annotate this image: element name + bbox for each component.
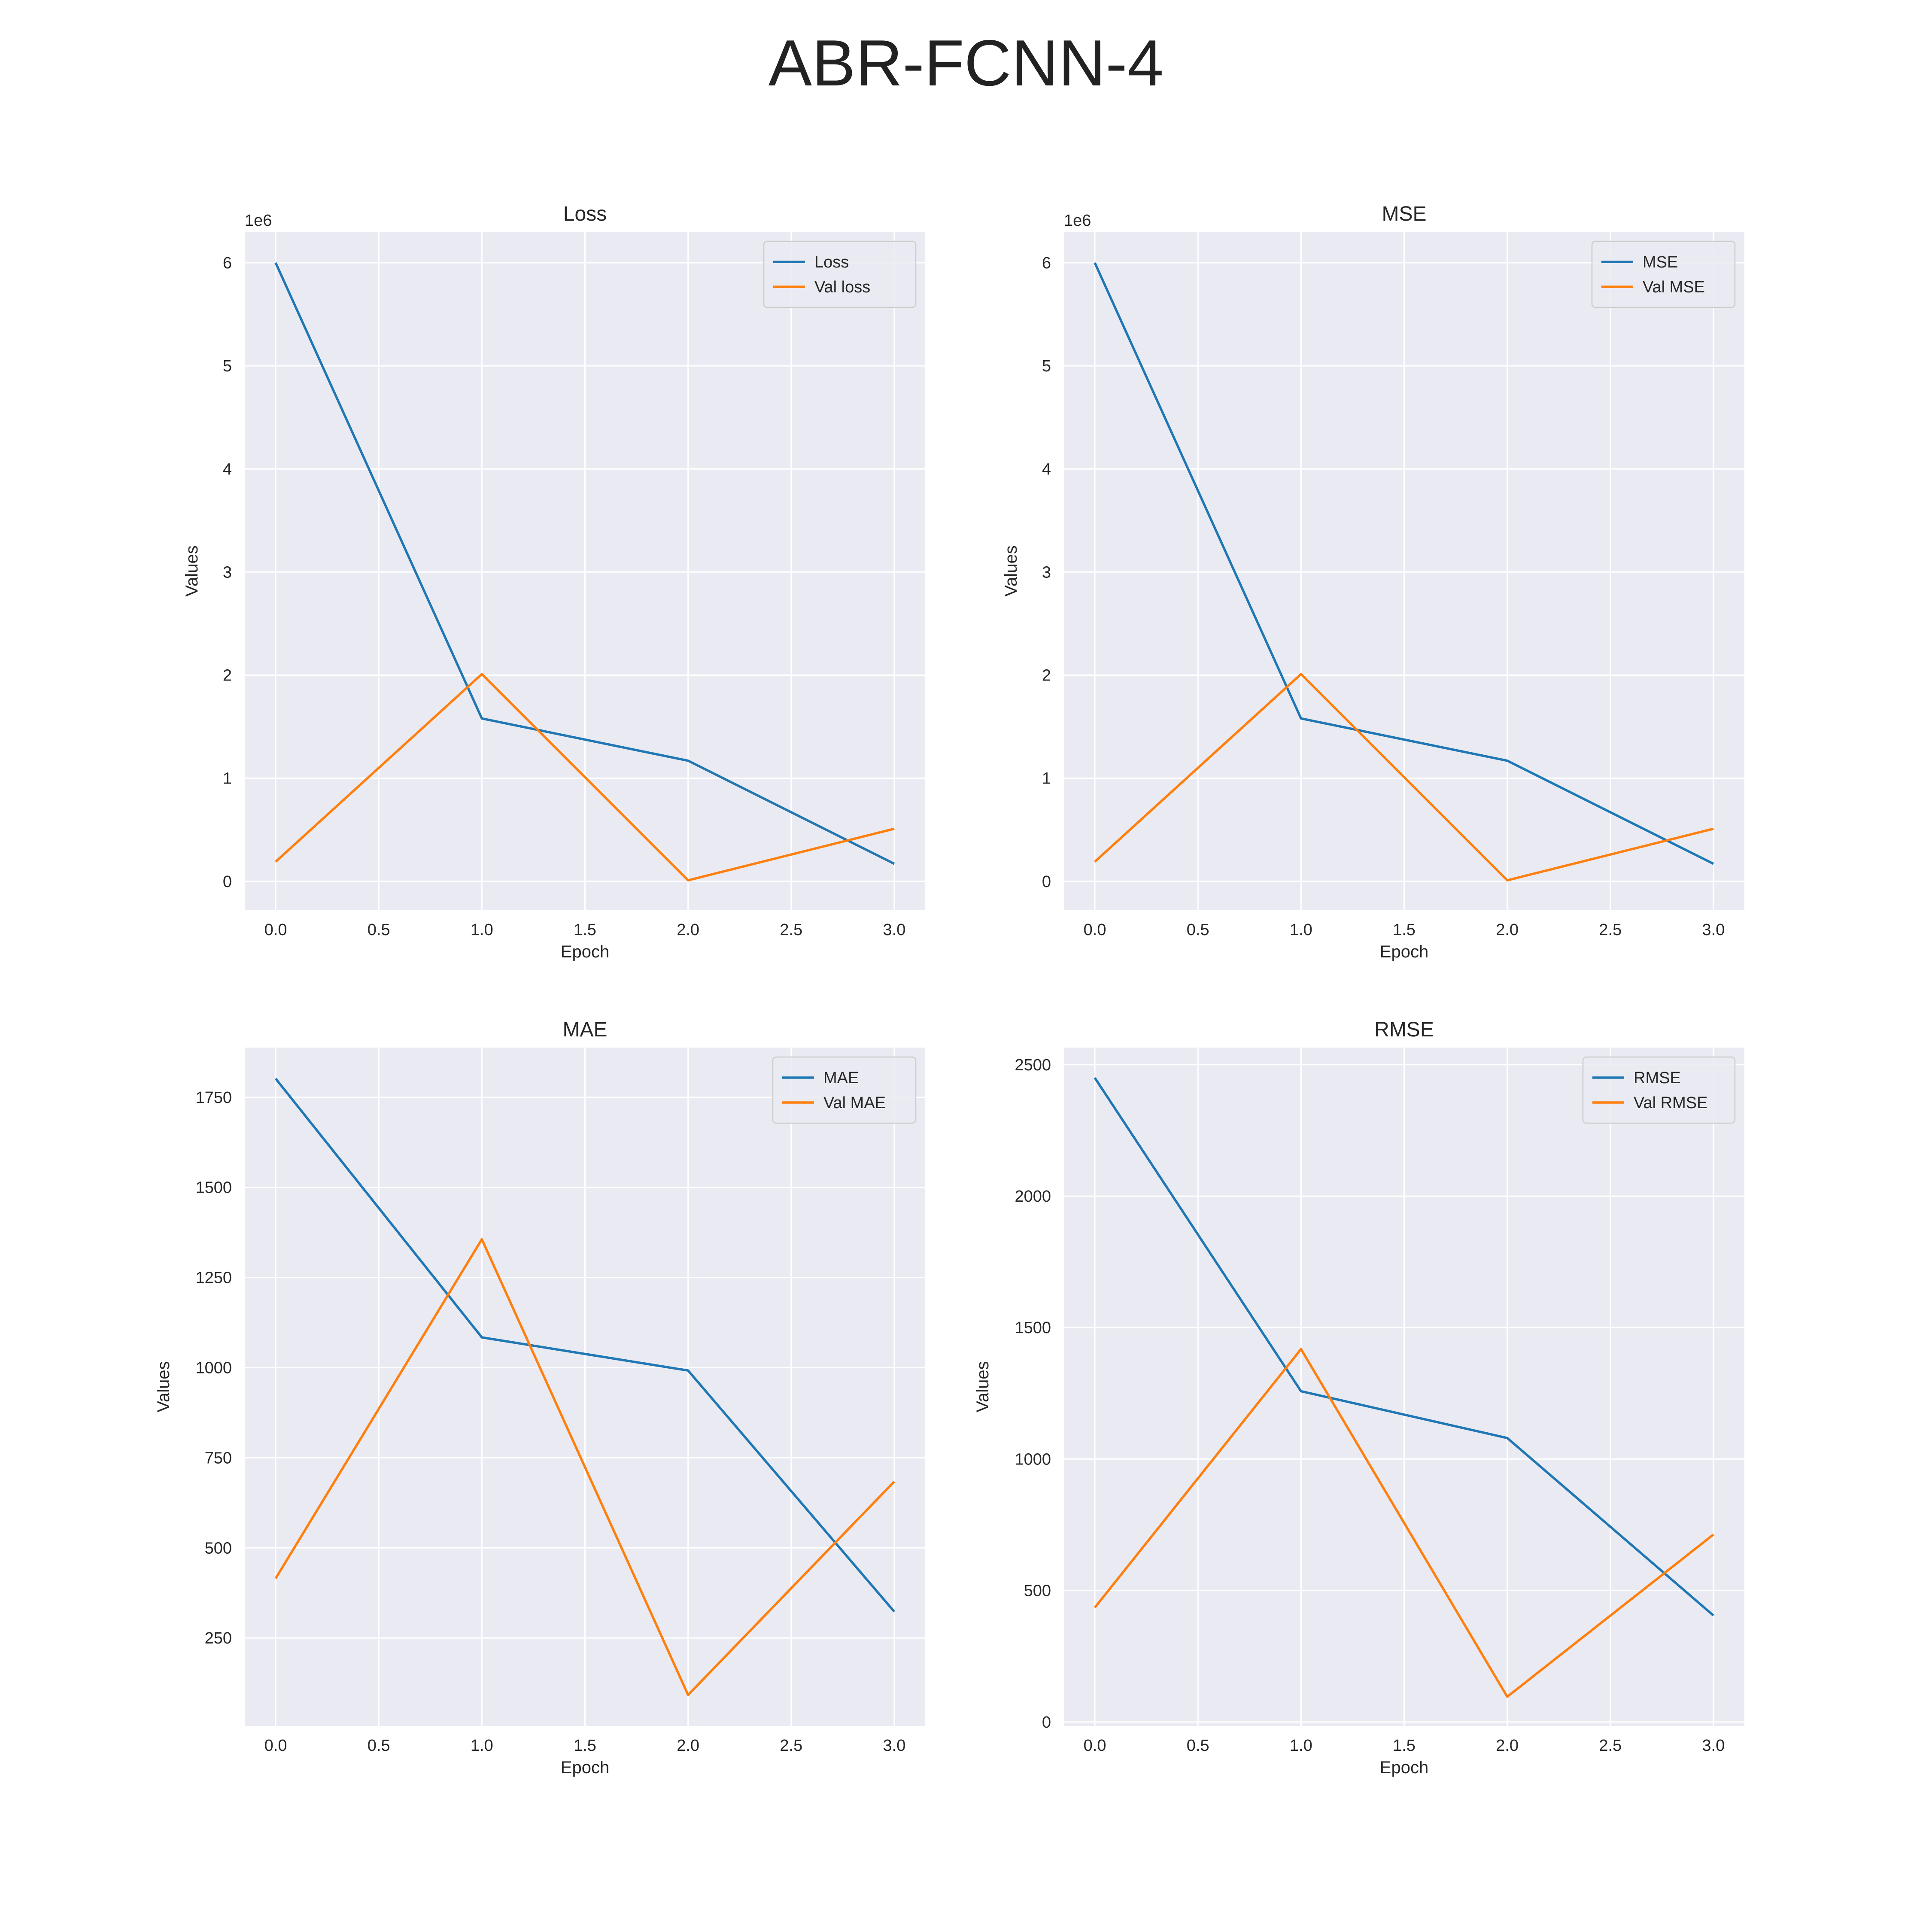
x-tick-label: 2.0 — [1496, 921, 1519, 939]
y-tick-label: 5 — [223, 357, 232, 375]
chart-panel-mse: 0.0 0.5 1.0 1.5 2.0 2.5 3.0 0 1 2 3 4 5 6 1e6 MSE Epoch V… — [1002, 203, 1744, 961]
y-tick-label: 500 — [205, 1539, 232, 1557]
legend-label-val-mae: Val MAE — [823, 1094, 886, 1112]
y-tick-label: 750 — [205, 1449, 232, 1467]
chart-title: MAE — [562, 1018, 607, 1041]
y-tick-label: 3 — [223, 563, 232, 581]
y-tick-label: 0 — [223, 873, 232, 891]
x-tick-label: 0.0 — [1084, 1737, 1106, 1755]
x-tick-label: 1.5 — [1393, 1737, 1416, 1755]
x-tick-label: 0.0 — [264, 921, 287, 939]
y-offset-label: 1e6 — [1064, 212, 1091, 230]
y-axis-label: Values — [182, 545, 201, 596]
x-tick-label: 2.0 — [677, 1737, 699, 1755]
legend-label-val-loss: Val loss — [814, 278, 870, 296]
series-line-val-mae — [274, 1238, 895, 1696]
y-tick-label: 3 — [1042, 563, 1051, 581]
x-tick-label: 0.0 — [264, 1737, 287, 1755]
y-axis-label: Values — [154, 1361, 173, 1412]
y-tick-label: 1250 — [195, 1269, 232, 1287]
chart-title: Loss — [563, 203, 607, 225]
chart-panel-mae: 0.0 0.5 1.0 1.5 2.0 2.5 3.0 250 500 750 1000 1250 15… — [154, 1018, 925, 1777]
y-tick-label: 6 — [1042, 254, 1051, 272]
y-tick-label: 2 — [1042, 667, 1051, 685]
y-tick-label: 1750 — [195, 1089, 232, 1107]
series-line-val-rmse — [1094, 1348, 1714, 1698]
x-tick-label: 3.0 — [1702, 1737, 1725, 1755]
x-axis-label: Epoch — [1380, 942, 1428, 961]
y-tick-label: 4 — [223, 460, 232, 478]
x-tick-label: 0.0 — [1084, 921, 1106, 939]
legend: RMSE Val RMSE — [1582, 1056, 1736, 1124]
x-tick-label: 3.0 — [883, 1737, 906, 1755]
x-tick-label: 2.5 — [1599, 921, 1622, 939]
x-tick-label: 3.0 — [883, 921, 906, 939]
x-tick-label: 3.0 — [1702, 921, 1725, 939]
legend-box — [1582, 1056, 1736, 1124]
legend: MSE Val MSE — [1591, 240, 1736, 308]
x-tick-label: 2.5 — [780, 1737, 802, 1755]
y-tick-label: 250 — [205, 1629, 232, 1647]
legend-box — [772, 1056, 917, 1124]
x-tick-label: 2.5 — [780, 921, 802, 939]
x-tick-label: 1.0 — [471, 921, 493, 939]
x-tick-label: 0.5 — [1187, 921, 1209, 939]
series-line-mae — [274, 1078, 896, 1613]
y-tick-label: 0 — [1042, 873, 1051, 891]
legend: MAE Val MAE — [772, 1056, 917, 1124]
x-tick-label: 0.5 — [1187, 1737, 1209, 1755]
series-line-mse — [1094, 262, 1714, 865]
chart-title: MSE — [1382, 203, 1426, 225]
legend: Loss Val loss — [763, 240, 917, 308]
series-line-rmse — [1094, 1077, 1714, 1616]
y-tick-label: 1000 — [1015, 1450, 1051, 1468]
chart-panel-rmse: 0.0 0.5 1.0 1.5 2.0 2.5 3.0 0 500 1000 1500 2000 250… — [973, 1018, 1744, 1777]
y-tick-label: 1 — [223, 770, 232, 788]
x-axis-label: Epoch — [561, 942, 609, 961]
legend-box — [763, 240, 917, 308]
y-tick-label: 0 — [1042, 1713, 1051, 1732]
legend-label-mae: MAE — [823, 1069, 859, 1087]
y-tick-label: 1000 — [195, 1359, 232, 1377]
y-tick-label: 2000 — [1015, 1188, 1051, 1206]
legend-label-loss: Loss — [814, 253, 849, 271]
figure-title: ABR-FCNN-4 — [768, 27, 1164, 100]
y-tick-label: 1 — [1042, 770, 1051, 788]
y-tick-label: 6 — [223, 254, 232, 272]
y-tick-label: 1500 — [1015, 1319, 1051, 1337]
y-tick-label: 2500 — [1015, 1056, 1051, 1074]
legend-label-mse: MSE — [1643, 253, 1678, 271]
x-tick-label: 2.0 — [677, 921, 699, 939]
x-tick-label: 0.5 — [368, 921, 390, 939]
x-tick-label: 0.5 — [368, 1737, 390, 1755]
y-offset-label: 1e6 — [245, 212, 272, 230]
series-line-val-mse — [1094, 673, 1714, 882]
legend-label-rmse: RMSE — [1634, 1069, 1681, 1087]
series-line-loss — [274, 262, 895, 865]
series-line-val-loss — [275, 673, 895, 882]
legend-label-val-mse: Val MSE — [1643, 278, 1705, 296]
y-tick-label: 2 — [223, 667, 232, 685]
x-tick-label: 2.5 — [1599, 1737, 1622, 1755]
x-axis-label: Epoch — [561, 1758, 609, 1777]
x-tick-label: 1.0 — [1290, 1737, 1312, 1755]
x-tick-label: 1.5 — [574, 921, 596, 939]
legend-box — [1591, 240, 1736, 308]
x-tick-label: 1.5 — [574, 1737, 596, 1755]
x-tick-label: 1.0 — [471, 1737, 493, 1755]
y-tick-label: 500 — [1024, 1582, 1051, 1600]
x-axis-label: Epoch — [1380, 1758, 1428, 1777]
y-tick-label: 1500 — [195, 1179, 232, 1197]
legend-label-val-rmse: Val RMSE — [1634, 1094, 1707, 1112]
y-tick-label: 4 — [1042, 460, 1051, 478]
x-tick-label: 1.5 — [1393, 921, 1416, 939]
chart-panel-loss: 0.0 0.5 1.0 1.5 2.0 2.5 3.0 0 1 2 3 4 5 6 1e6 Loss Epoch… — [182, 203, 925, 961]
chart-title: RMSE — [1374, 1018, 1434, 1041]
x-tick-label: 2.0 — [1496, 1737, 1519, 1755]
x-tick-label: 1.0 — [1290, 921, 1312, 939]
y-axis-label: Values — [1002, 545, 1021, 596]
y-tick-label: 5 — [1042, 357, 1051, 375]
y-axis-label: Values — [973, 1361, 992, 1412]
